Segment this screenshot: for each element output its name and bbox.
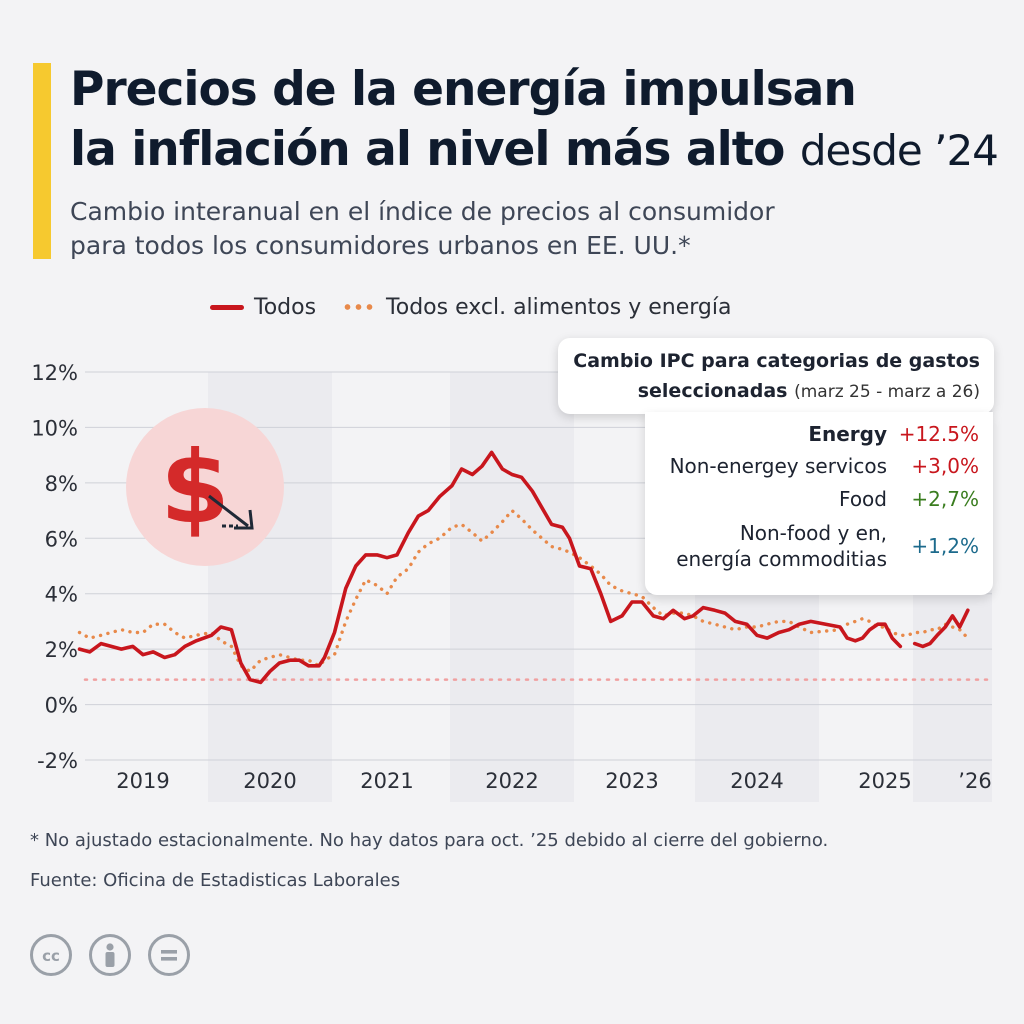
cc-icon[interactable]: cc: [30, 934, 72, 976]
page-title: Precios de la energía impulsan la inflac…: [70, 60, 1010, 181]
subtitle-line-1: Cambio interanual en el índice de precio…: [70, 197, 775, 226]
x-tick-label: 2023: [605, 769, 658, 793]
category-row-food: Food +2,7%: [839, 485, 979, 511]
series-line-core: [77, 508, 970, 674]
legend-item-core: Todos excl. alimentos y energía: [342, 295, 731, 320]
legend-item-all: Todos: [210, 295, 316, 320]
category-label: Non-energey servicos: [669, 453, 887, 478]
series-line-all: [912, 608, 970, 649]
callout-title-line-1: Cambio IPC para categorias de gastos: [573, 350, 980, 372]
y-tick-label: 10%: [31, 416, 78, 440]
category-value: +2,7%: [911, 486, 979, 511]
title-line-1: Precios de la energía impulsan: [70, 62, 857, 117]
subtitle: Cambio interanual en el índice de precio…: [70, 195, 970, 263]
callout-title-bold: seleccionadas: [637, 380, 788, 402]
source-note: Fuente: Oficina de Estadisticas Laborale…: [30, 870, 401, 891]
callout-title-line-2: seleccionadas (marz 25 - marz a 26): [638, 380, 980, 402]
category-panel: Energy +12.5% Non-energey servicos +3,0% F…: [645, 412, 993, 595]
callout-title-box: Cambio IPC para categorias de gastos sel…: [558, 338, 994, 414]
x-tick-label: 2019: [116, 769, 169, 793]
category-label: Energy: [808, 421, 887, 446]
category-label-line-2: energía commoditias: [676, 547, 887, 571]
y-tick-label: 8%: [45, 472, 78, 496]
x-axis-labels: 2019 2020 2021 2022 2023 2024 2025 ’26: [116, 769, 991, 793]
nd-equals-icon[interactable]: [148, 934, 190, 976]
x-tick-label: 2022: [485, 769, 538, 793]
footnote: * No ajustado estacionalmente. No hay da…: [30, 830, 829, 851]
accent-bar: [33, 63, 51, 259]
legend-label-core: Todos excl. alimentos y energía: [386, 294, 732, 320]
category-value: +12.5%: [898, 421, 979, 446]
year-band: [450, 372, 574, 802]
category-label: Non-food y en, energía commoditias: [676, 520, 887, 572]
category-row-services: Non-energey servicos +3,0%: [670, 452, 979, 478]
y-tick-label: 2%: [45, 638, 78, 662]
title-line-2-light: desde ’24: [799, 126, 999, 175]
legend-swatch-all: [210, 304, 244, 310]
legend-swatch-core: [342, 304, 377, 310]
y-axis-ticks: 12% 10% 8% 6% 4% 2% 0% -2%: [31, 361, 78, 773]
legend-label-all: Todos: [254, 294, 317, 320]
series-lines: [77, 450, 970, 685]
category-value: +3,0%: [911, 453, 979, 478]
subtitle-line-2: para todos los consumidores urbanos en E…: [70, 231, 691, 260]
y-tick-label: 6%: [45, 527, 78, 551]
x-tick-label: ’26: [958, 769, 991, 793]
x-tick-label: 2024: [730, 769, 783, 793]
y-tick-label: -2%: [37, 749, 78, 773]
x-tick-label: 2020: [243, 769, 296, 793]
callout-title-range: (marz 25 - marz a 26): [794, 382, 980, 402]
category-label: Food: [839, 486, 887, 511]
svg-text:$: $: [160, 429, 230, 546]
title-line-2-bold: la inflación al nivel más alto: [70, 122, 785, 177]
series-line-all: [77, 450, 903, 685]
dollar-down-icon: $: [126, 408, 284, 566]
category-label-line-1: Non-food y en,: [739, 521, 887, 545]
x-tick-label: 2021: [360, 769, 413, 793]
category-value: +1,2%: [911, 534, 979, 558]
y-tick-label: 12%: [31, 361, 78, 385]
chart-legend: Todos Todos excl. alimentos y energía: [210, 290, 757, 324]
license-badges: cc: [30, 934, 207, 976]
y-tick-label: 4%: [45, 583, 78, 607]
svg-text:cc: cc: [42, 947, 60, 965]
category-row-energy: Energy +12.5%: [808, 420, 979, 446]
y-tick-label: 0%: [45, 694, 78, 718]
category-row-commodities: Non-food y en, energía commoditias +1,2%: [676, 520, 979, 572]
title-line-2: la inflación al nivel más alto desde ’24: [70, 120, 1010, 181]
x-tick-label: 2025: [858, 769, 911, 793]
by-person-icon[interactable]: [89, 934, 131, 976]
